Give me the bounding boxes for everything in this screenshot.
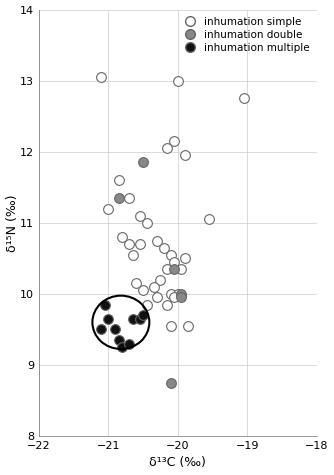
inhumation simple xyxy=(165,144,170,152)
inhumation simple xyxy=(182,255,187,262)
inhumation simple xyxy=(168,322,174,330)
inhumation simple xyxy=(165,265,170,273)
inhumation simple xyxy=(144,301,149,308)
inhumation simple xyxy=(140,286,146,294)
inhumation multiple xyxy=(99,325,104,333)
inhumation simple xyxy=(120,233,125,241)
Legend: inhumation simple, inhumation double, inhumation multiple: inhumation simple, inhumation double, in… xyxy=(178,15,312,55)
inhumation simple xyxy=(106,205,111,212)
inhumation simple xyxy=(175,290,180,298)
X-axis label: δ¹³C (‰): δ¹³C (‰) xyxy=(149,456,206,469)
inhumation simple xyxy=(154,237,160,244)
inhumation simple xyxy=(161,244,167,251)
inhumation simple xyxy=(137,212,142,219)
inhumation multiple xyxy=(127,340,132,347)
inhumation simple xyxy=(165,301,170,308)
inhumation simple xyxy=(154,294,160,301)
inhumation double xyxy=(179,290,184,298)
inhumation double xyxy=(140,159,146,166)
inhumation simple xyxy=(175,77,180,85)
inhumation multiple xyxy=(120,343,125,351)
inhumation simple xyxy=(182,152,187,159)
inhumation multiple xyxy=(106,315,111,323)
inhumation simple xyxy=(127,240,132,248)
inhumation double xyxy=(179,294,184,301)
inhumation simple xyxy=(144,219,149,227)
inhumation simple xyxy=(137,240,142,248)
inhumation simple xyxy=(158,276,163,284)
inhumation simple xyxy=(134,279,139,287)
inhumation simple xyxy=(168,251,174,258)
inhumation simple xyxy=(130,251,135,258)
inhumation simple xyxy=(99,73,104,81)
inhumation multiple xyxy=(130,315,135,323)
inhumation simple xyxy=(179,265,184,273)
inhumation multiple xyxy=(113,325,118,333)
inhumation multiple xyxy=(102,301,108,308)
inhumation simple xyxy=(127,194,132,202)
inhumation simple xyxy=(172,294,177,301)
inhumation simple xyxy=(241,95,246,102)
inhumation simple xyxy=(151,283,156,291)
inhumation double xyxy=(172,265,177,273)
inhumation simple xyxy=(168,290,174,298)
inhumation simple xyxy=(172,137,177,145)
inhumation multiple xyxy=(137,315,142,323)
inhumation multiple xyxy=(140,312,146,319)
inhumation double xyxy=(168,379,174,387)
inhumation simple xyxy=(186,322,191,330)
inhumation simple xyxy=(172,258,177,266)
inhumation double xyxy=(116,194,122,202)
inhumation simple xyxy=(206,216,212,223)
inhumation multiple xyxy=(116,336,122,344)
Y-axis label: δ¹⁵N (‰): δ¹⁵N (‰) xyxy=(6,194,19,252)
inhumation simple xyxy=(116,176,122,184)
